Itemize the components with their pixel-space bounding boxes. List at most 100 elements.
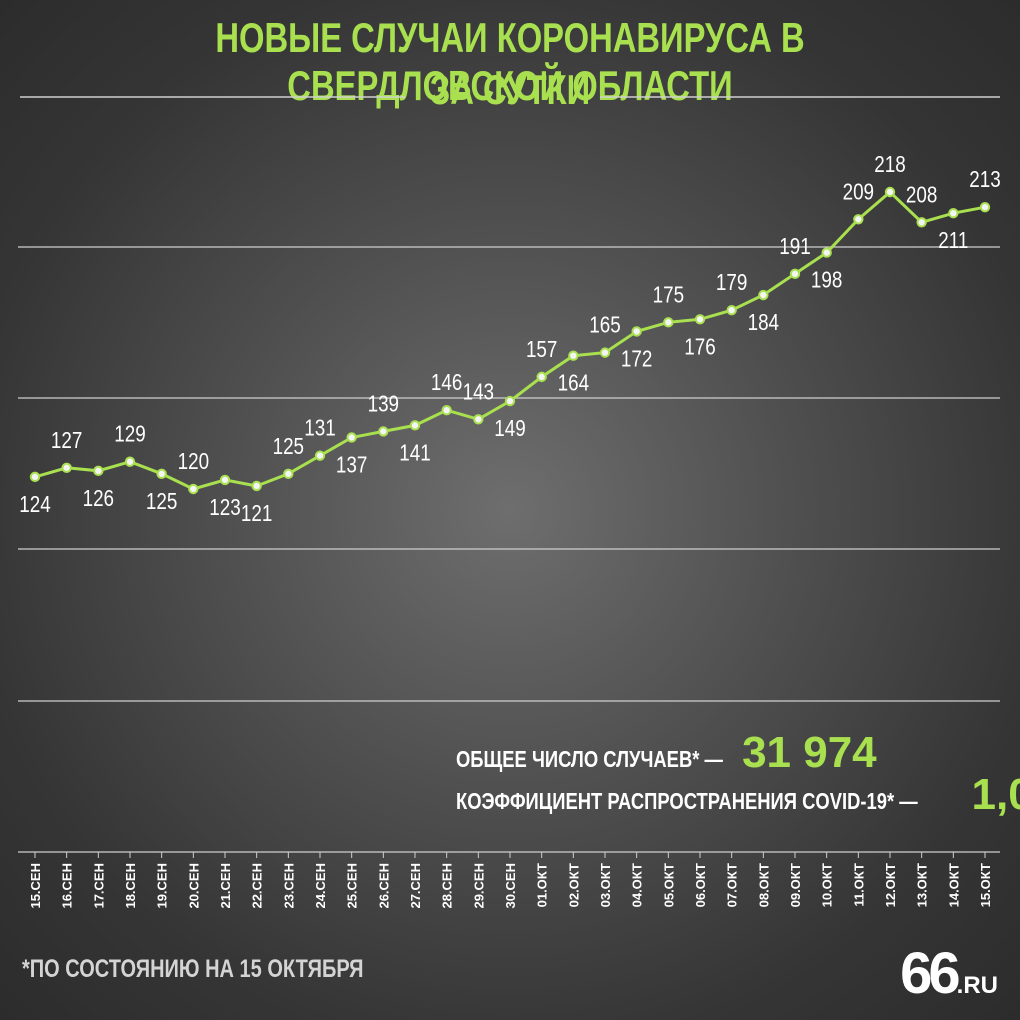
- x-tick-label: 18.СЕН: [123, 863, 138, 909]
- data-point: [758, 289, 769, 301]
- data-point: [346, 432, 357, 443]
- data-label: 164: [558, 371, 590, 396]
- data-point: [473, 414, 484, 425]
- data-label: 198: [811, 268, 842, 293]
- data-label: 137: [336, 453, 367, 478]
- footnote: *ПО СОСТОЯНИЮ НА 15 ОКТЯБРЯ: [22, 955, 364, 983]
- data-point: [853, 214, 864, 225]
- data-label: 211: [938, 229, 968, 254]
- data-label: 218: [874, 152, 905, 177]
- x-tick-label: 15.ОКТ: [978, 863, 993, 907]
- data-point: [504, 395, 516, 407]
- logo: 66.RU: [900, 940, 998, 1007]
- x-tick-label: 26.СЕН: [376, 863, 391, 909]
- x-tick-label: 22.СЕН: [250, 863, 265, 909]
- x-tick-label: 01.ОКТ: [535, 863, 550, 907]
- data-label: 129: [114, 422, 145, 447]
- data-point: [188, 483, 199, 495]
- data-point: [283, 468, 294, 480]
- total-cases-value: 31 974: [742, 728, 877, 777]
- x-tick-label: 25.СЕН: [345, 863, 360, 909]
- data-label: 124: [19, 492, 51, 517]
- x-tick-label: 28.СЕН: [440, 863, 455, 909]
- logo-suffix: .RU: [956, 972, 998, 999]
- data-label: 172: [621, 347, 652, 372]
- data-point: [568, 350, 579, 361]
- x-tick-label: 03.ОКТ: [598, 863, 613, 907]
- data-point: [156, 468, 167, 480]
- data-label: 176: [684, 335, 715, 360]
- x-tick-label: 06.ОКТ: [693, 863, 708, 907]
- data-label: 123: [209, 495, 240, 520]
- data-label: 175: [653, 283, 684, 308]
- coefficient-label: КОЭФФИЦИЕНТ РАСПРОСТРАНЕНИЯ COVID-19* —: [456, 788, 918, 814]
- data-point: [29, 471, 41, 483]
- data-point: [378, 426, 389, 437]
- data-point: [314, 450, 326, 461]
- data-point: [979, 201, 991, 213]
- x-tick-label: 13.ОКТ: [915, 863, 930, 907]
- data-label: 208: [906, 183, 937, 208]
- x-tick-label: 14.ОКТ: [946, 863, 961, 907]
- data-label: 146: [431, 371, 462, 396]
- data-point: [789, 268, 801, 280]
- x-tick-label: 23.СЕН: [281, 863, 296, 909]
- data-point: [948, 208, 959, 219]
- data-point: [536, 371, 547, 383]
- x-tick-label: 12.ОКТ: [883, 863, 898, 907]
- data-label: 141: [399, 441, 430, 466]
- data-label: 126: [83, 486, 114, 511]
- x-tick-label: 16.СЕН: [60, 863, 75, 909]
- x-tick-label: 08.ОКТ: [756, 863, 771, 907]
- data-label: 191: [779, 234, 810, 259]
- x-tick-label: 04.ОКТ: [630, 863, 645, 907]
- chart-subtitle: ЗА СУТКИ: [429, 66, 591, 113]
- coefficient-value: 1,08: [971, 770, 1020, 819]
- data-label: 165: [589, 313, 620, 338]
- data-label: 125: [273, 434, 304, 459]
- x-tick-label: 09.ОКТ: [788, 863, 803, 907]
- coefficient-stat: КОЭФФИЦИЕНТ РАСПРОСТРАНЕНИЯ COVID-19* — …: [456, 770, 1020, 820]
- x-tick-label: 27.СЕН: [408, 863, 423, 909]
- data-label: 139: [368, 392, 399, 417]
- x-tick-label: 15.СЕН: [28, 863, 43, 909]
- x-tick-label: 07.ОКТ: [725, 863, 740, 907]
- data-label: 127: [51, 428, 82, 453]
- data-label: 157: [526, 337, 557, 362]
- total-cases-label: ОБЩЕЕ ЧИСЛО СЛУЧАЕВ* —: [456, 746, 723, 772]
- data-point: [219, 474, 231, 486]
- x-tick-label: 19.СЕН: [155, 863, 170, 909]
- data-label: 120: [178, 449, 209, 474]
- x-tick-label: 17.СЕН: [91, 863, 106, 909]
- data-label: 131: [304, 416, 335, 441]
- data-label: 121: [241, 501, 272, 526]
- data-point: [631, 326, 642, 337]
- data-point: [251, 480, 262, 492]
- data-label: 184: [748, 310, 780, 335]
- x-tick-label: 30.СЕН: [503, 863, 518, 909]
- data-point: [884, 186, 896, 198]
- data-label: 149: [494, 416, 525, 441]
- data-point: [409, 420, 421, 431]
- data-point: [61, 462, 72, 473]
- chart-title: НОВЫЕ СЛУЧАИ КОРОНАВИРУСА В СВЕРДЛОВСКОЙ…: [215, 14, 805, 109]
- data-point: [124, 456, 136, 467]
- total-cases-stat: ОБЩЕЕ ЧИСЛО СЛУЧАЕВ* — 31 974: [456, 728, 877, 778]
- x-tick-label: 10.ОКТ: [820, 863, 835, 907]
- x-tick-label: 02.ОКТ: [566, 863, 581, 907]
- data-point: [663, 317, 674, 328]
- data-point: [726, 304, 737, 316]
- data-label: 143: [463, 380, 494, 405]
- x-tick-label: 21.СЕН: [218, 863, 233, 909]
- data-label: 179: [716, 271, 747, 296]
- x-tick-label: 24.СЕН: [313, 863, 328, 909]
- series-line: [34, 189, 986, 491]
- data-point: [93, 465, 104, 477]
- data-label: 125: [146, 489, 177, 514]
- data-point: [821, 247, 832, 258]
- x-tick-label: 11.ОКТ: [851, 863, 866, 907]
- x-tick-label: 05.ОКТ: [661, 863, 676, 907]
- data-point: [916, 217, 927, 228]
- data-point: [694, 314, 706, 325]
